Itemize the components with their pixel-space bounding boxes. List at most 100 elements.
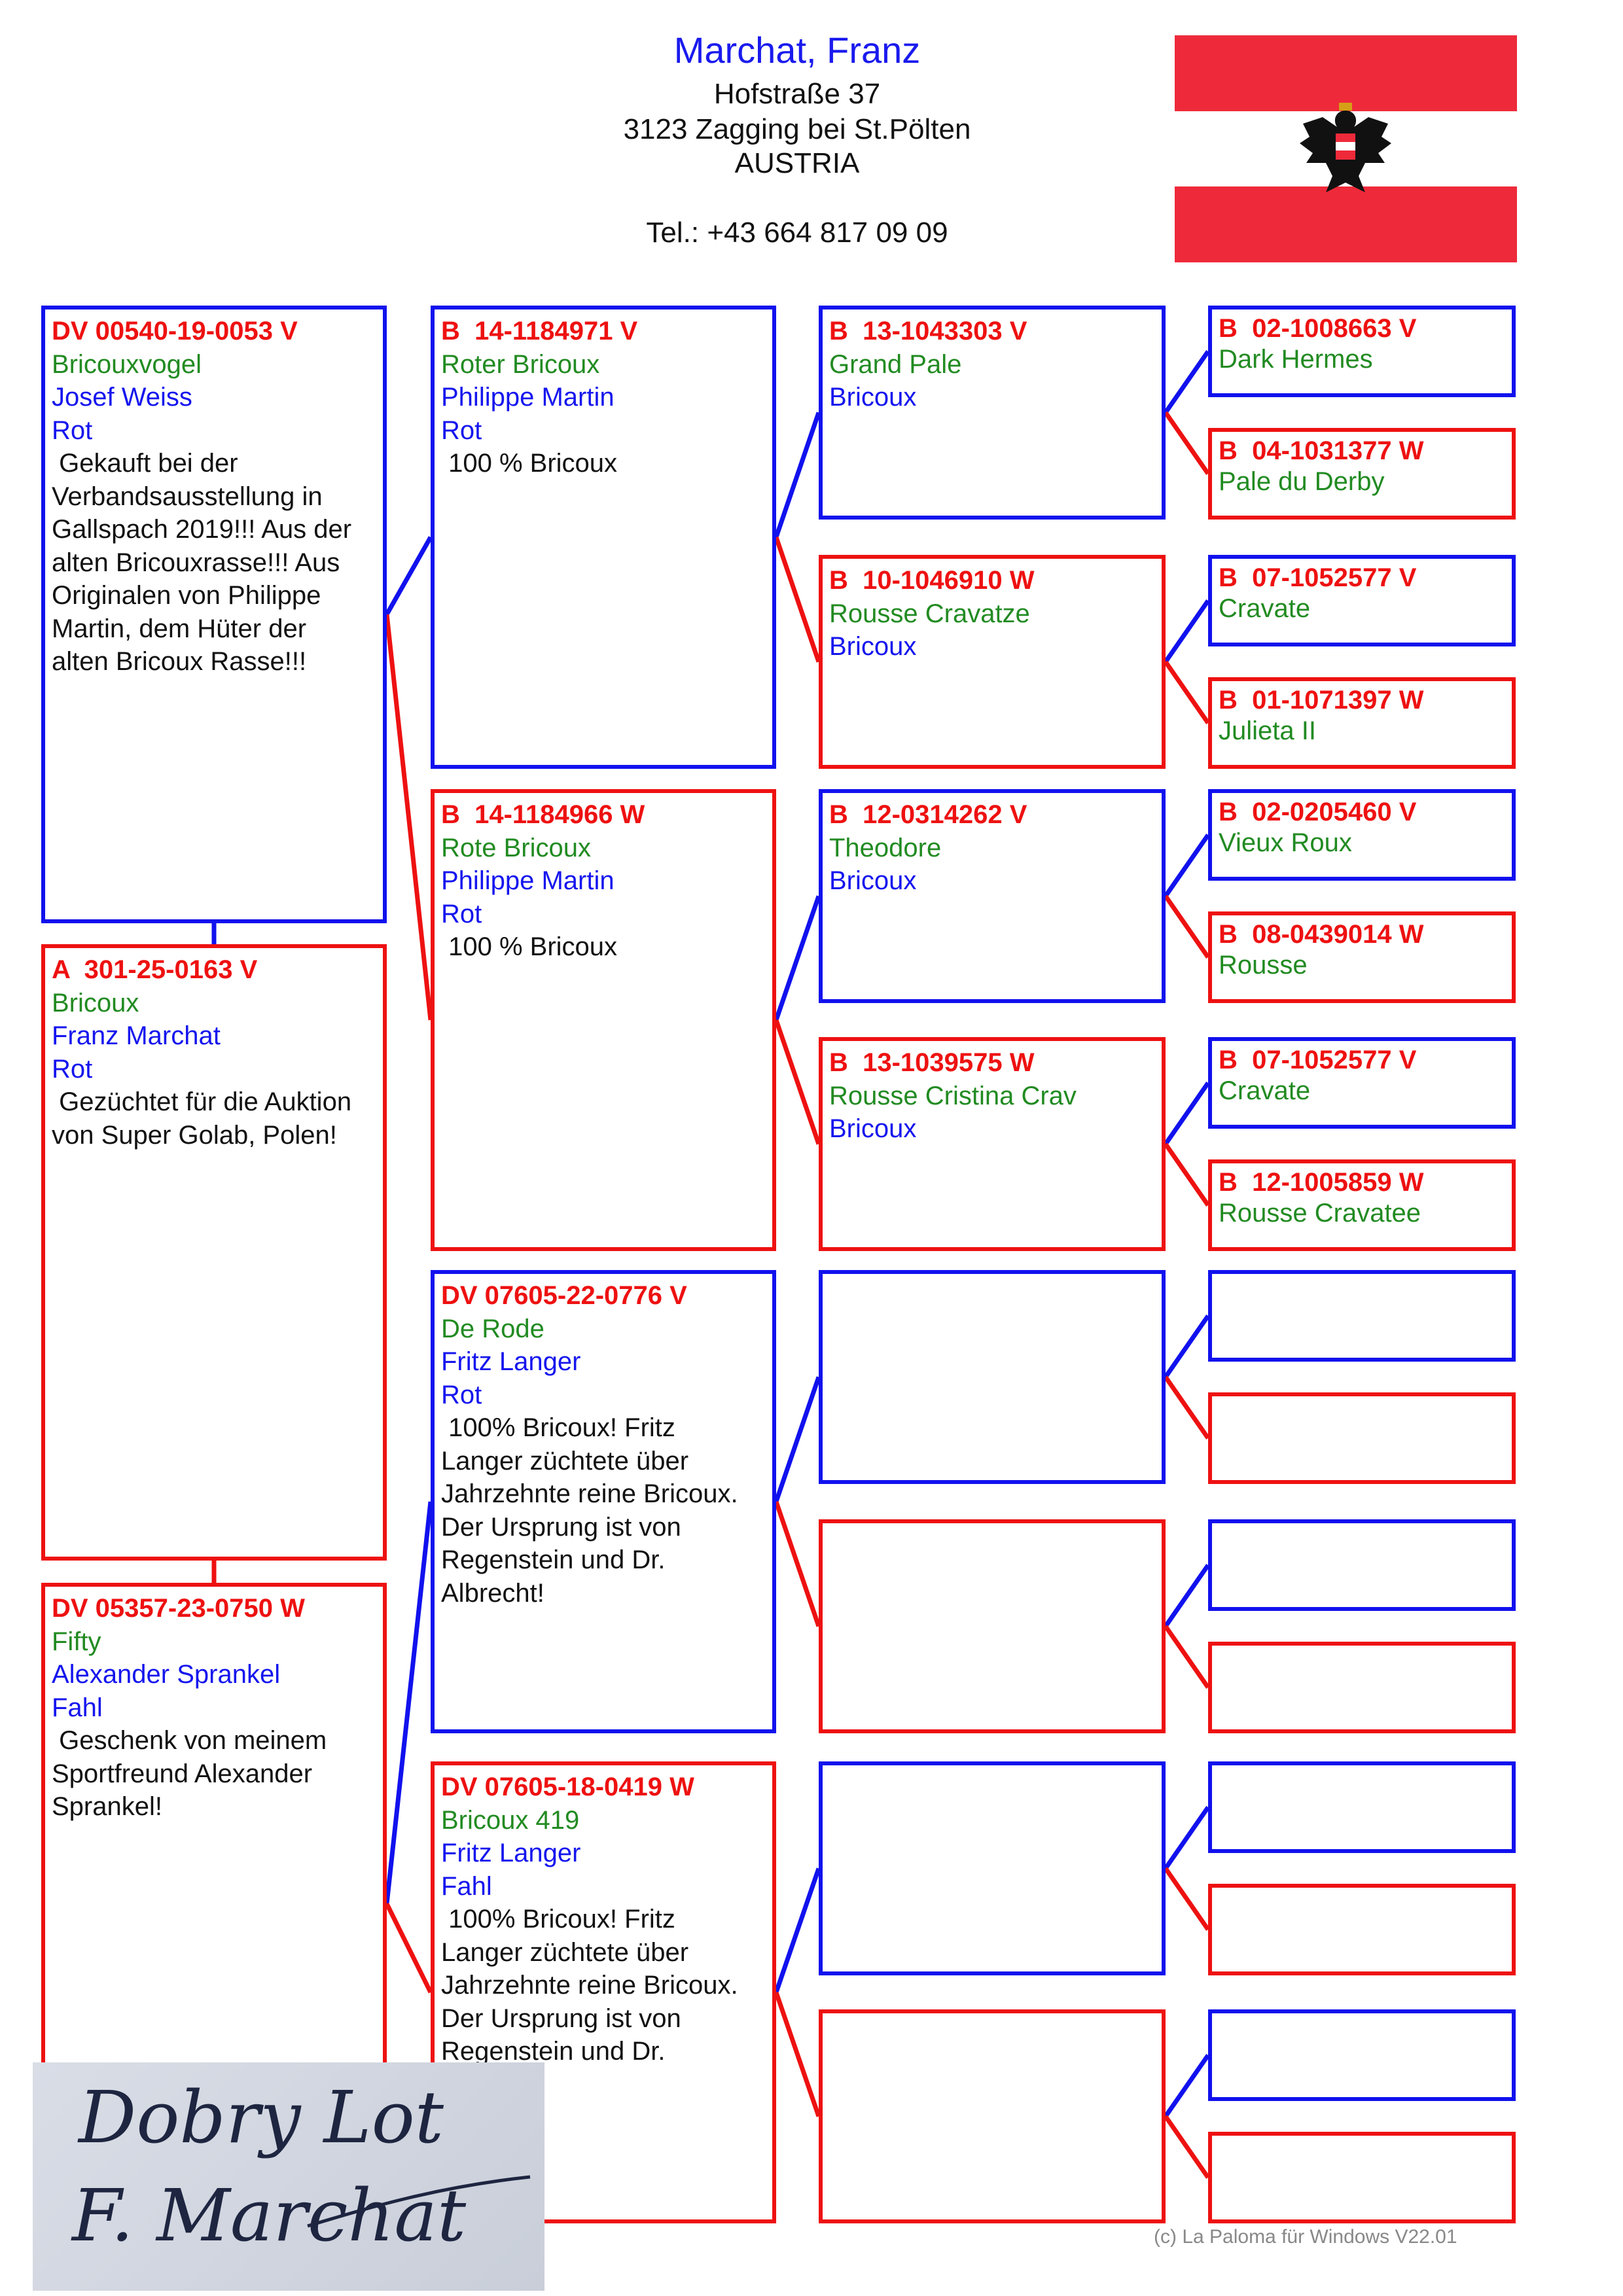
- pedigree-box-gen3-cock[interactable]: [819, 1270, 1166, 1484]
- bird-name: Rousse Cravatee: [1219, 1199, 1421, 1227]
- connector-to-sire: [774, 1867, 821, 1994]
- pedigree-box-gen4-hen[interactable]: [1208, 1642, 1516, 1733]
- signature-line-1: Dobry Lot: [79, 2075, 444, 2159]
- connector-to-sire: [1164, 834, 1210, 898]
- pedigree-box-gen4-cock[interactable]: B 07-1052577 V Cravate: [1208, 1037, 1516, 1129]
- pedigree-box-gen4-hen[interactable]: [1208, 2132, 1516, 2223]
- address-city: 3123 Zagging bei St.Pölten: [623, 113, 971, 145]
- pedigree-box-gen4-cock[interactable]: B 02-0205460 V Vieux Roux: [1208, 789, 1516, 881]
- bird-ring: B 13-1043303 V: [829, 317, 1027, 345]
- pedigree-box-gen2-cock[interactable]: DV 07605-22-0776 V De Rode Fritz Langer Rot…: [431, 1270, 776, 1733]
- bird-name: Theodore: [829, 833, 942, 862]
- bird-breeder: Franz Marchat: [52, 1021, 221, 1050]
- bird-color: Rot: [441, 1380, 482, 1409]
- pedigree-box-gen3-hen[interactable]: B 13-1039575 W Rousse Cristina Crav Bricou…: [819, 1037, 1166, 1251]
- pedigree-box-gen3-hen[interactable]: B 10-1046910 W Rousse Cravatze Bricoux: [819, 555, 1166, 769]
- bird-breeder: Bricoux: [829, 866, 917, 895]
- bird-name: Roter Bricoux: [441, 349, 600, 379]
- breeder-name: Marchat, Franz: [673, 29, 921, 71]
- bird-ring: B 08-0439014 W: [1219, 920, 1424, 949]
- pedigree-box-gen4-cock[interactable]: [1208, 1270, 1516, 1362]
- connector-to-dam: [1164, 1375, 1210, 1439]
- pedigree-box-gen4-cock[interactable]: [1208, 2009, 1516, 2101]
- bird-breeder: Bricoux: [829, 632, 917, 661]
- bird-name: Cravate: [1219, 594, 1311, 623]
- bird-note: 100% Bricoux! Fritz Langer züchtete über…: [441, 1413, 745, 1608]
- signature-image: Dobry Lot F. Marchat: [33, 2062, 544, 2291]
- pedigree-box-gen2-cock[interactable]: B 14-1184971 V Roter Bricoux Philippe Mart…: [431, 306, 776, 769]
- bird-name: Julieta II: [1219, 716, 1316, 745]
- connector-to-sire: [384, 536, 433, 616]
- bird-name: Rousse Cravatze: [829, 599, 1030, 628]
- pedigree-box-gen1-cock[interactable]: DV 00540-19-0053 V Bricouxvogel Josef Weis…: [41, 306, 387, 923]
- pedigree-box-gen3-cock[interactable]: B 12-0314262 V Theodore Bricoux: [819, 789, 1166, 1003]
- pedigree-box-gen4-hen[interactable]: B 04-1031377 W Pale du Derby: [1208, 428, 1516, 520]
- connector-to-dam: [384, 1902, 433, 1994]
- bird-ring: DV 05357-23-0750 W: [52, 1594, 305, 1623]
- connector-to-sire: [774, 895, 821, 1021]
- pedigree-box-gen4-cock[interactable]: B 07-1052577 V Cravate: [1208, 555, 1516, 646]
- bird-breeder: Bricoux: [829, 383, 917, 412]
- bird-breeder: Josef Weiss: [52, 383, 192, 412]
- pedigree-box-gen4-hen[interactable]: B 01-1071397 W Julieta II: [1208, 677, 1516, 769]
- pedigree-box-gen3-hen[interactable]: [819, 2009, 1166, 2223]
- bird-name: Rousse: [1219, 951, 1308, 980]
- bird-name: Cravate: [1219, 1076, 1311, 1105]
- connector-to-sire: [774, 412, 821, 539]
- pedigree-box-gen3-cock[interactable]: [819, 1761, 1166, 1975]
- bird-name: Vieux Roux: [1219, 828, 1352, 857]
- address-country: AUSTRIA: [734, 147, 860, 179]
- bird-name: Rote Bricoux: [441, 833, 591, 862]
- connector-to-dam: [774, 1500, 821, 1627]
- pedigree-box-gen4-hen[interactable]: B 08-0439014 W Rousse: [1208, 911, 1516, 1003]
- connector-to-dam: [774, 1019, 821, 1145]
- connector-to-sire: [1164, 350, 1210, 414]
- connector-to-sire: [774, 1376, 821, 1503]
- pedigree-box-gen1-hen[interactable]: A 301-25-0163 V Bricoux Franz Marchat Rot G…: [41, 944, 387, 1561]
- connector-to-dam: [1164, 1867, 1210, 1931]
- pedigree-box-gen2-hen[interactable]: B 14-1184966 W Rote Bricoux Philippe Marti…: [431, 789, 776, 1251]
- bird-breeder: Alexander Sprankel: [52, 1660, 281, 1689]
- bird-color: Rot: [441, 415, 482, 445]
- connector-to-dam: [1164, 894, 1210, 959]
- pedigree-box-gen4-hen[interactable]: [1208, 1884, 1516, 1975]
- bird-color: Fahl: [52, 1693, 103, 1722]
- bird-ring: B 14-1184966 W: [441, 800, 645, 829]
- pedigree-box-gen4-cock[interactable]: B 02-1008663 V Dark Hermes: [1208, 306, 1516, 397]
- bird-color: Rot: [52, 1054, 93, 1084]
- bird-name: Fifty: [52, 1627, 101, 1656]
- bird-name: De Rode: [441, 1314, 544, 1343]
- connector-to-dam: [1164, 2115, 1210, 2179]
- bird-name: Grand Pale: [829, 349, 962, 379]
- connector-to-sire: [1164, 1315, 1210, 1379]
- bird-note: Gekauft bei der Verbandsausstellung in G…: [52, 449, 359, 676]
- pedigree-box-gen4-cock[interactable]: [1208, 1519, 1516, 1611]
- eagle-icon: [1300, 103, 1391, 192]
- bird-ring: B 12-1005859 W: [1219, 1168, 1424, 1197]
- bird-ring: B 01-1071397 W: [1219, 686, 1424, 715]
- bird-ring: DV 07605-18-0419 W: [441, 1773, 694, 1801]
- connector-to-sire: [1164, 1564, 1210, 1628]
- bird-color: Fahl: [441, 1871, 492, 1901]
- connector-to-sire: [1164, 1806, 1210, 1870]
- pedigree-box-gen4-hen[interactable]: [1208, 1392, 1516, 1484]
- pedigree-box-gen4-hen[interactable]: B 12-1005859 W Rousse Cravatee: [1208, 1159, 1516, 1251]
- bird-ring: B 14-1184971 V: [441, 317, 638, 345]
- software-credit: (c) La Paloma für Windows V22.01: [1154, 2226, 1457, 2248]
- pedigree-box-gen4-cock[interactable]: [1208, 1761, 1516, 1853]
- bird-breeder: Philippe Martin: [441, 383, 615, 412]
- pedigree-box-gen3-hen[interactable]: [819, 1519, 1166, 1733]
- connector-to-sire: [1164, 1082, 1210, 1146]
- pedigree-box-gen3-cock[interactable]: B 13-1043303 V Grand Pale Bricoux: [819, 306, 1166, 520]
- phone-number: Tel.: +43 664 817 09 09: [646, 217, 948, 249]
- bird-note: 100 % Bricoux: [441, 932, 618, 961]
- signature-line-2: F. Marchat: [72, 2174, 467, 2257]
- bird-ring: B 13-1039575 W: [829, 1048, 1035, 1077]
- bird-breeder: Philippe Martin: [441, 866, 615, 895]
- bird-note: Gezüchtet für die Auktion von Super Gola…: [52, 1087, 359, 1150]
- bird-name: Pale du Derby: [1219, 467, 1385, 496]
- bird-ring: B 12-0314262 V: [829, 800, 1027, 829]
- connector-to-sire: [1164, 599, 1210, 663]
- bird-ring: DV 00540-19-0053 V: [52, 317, 298, 345]
